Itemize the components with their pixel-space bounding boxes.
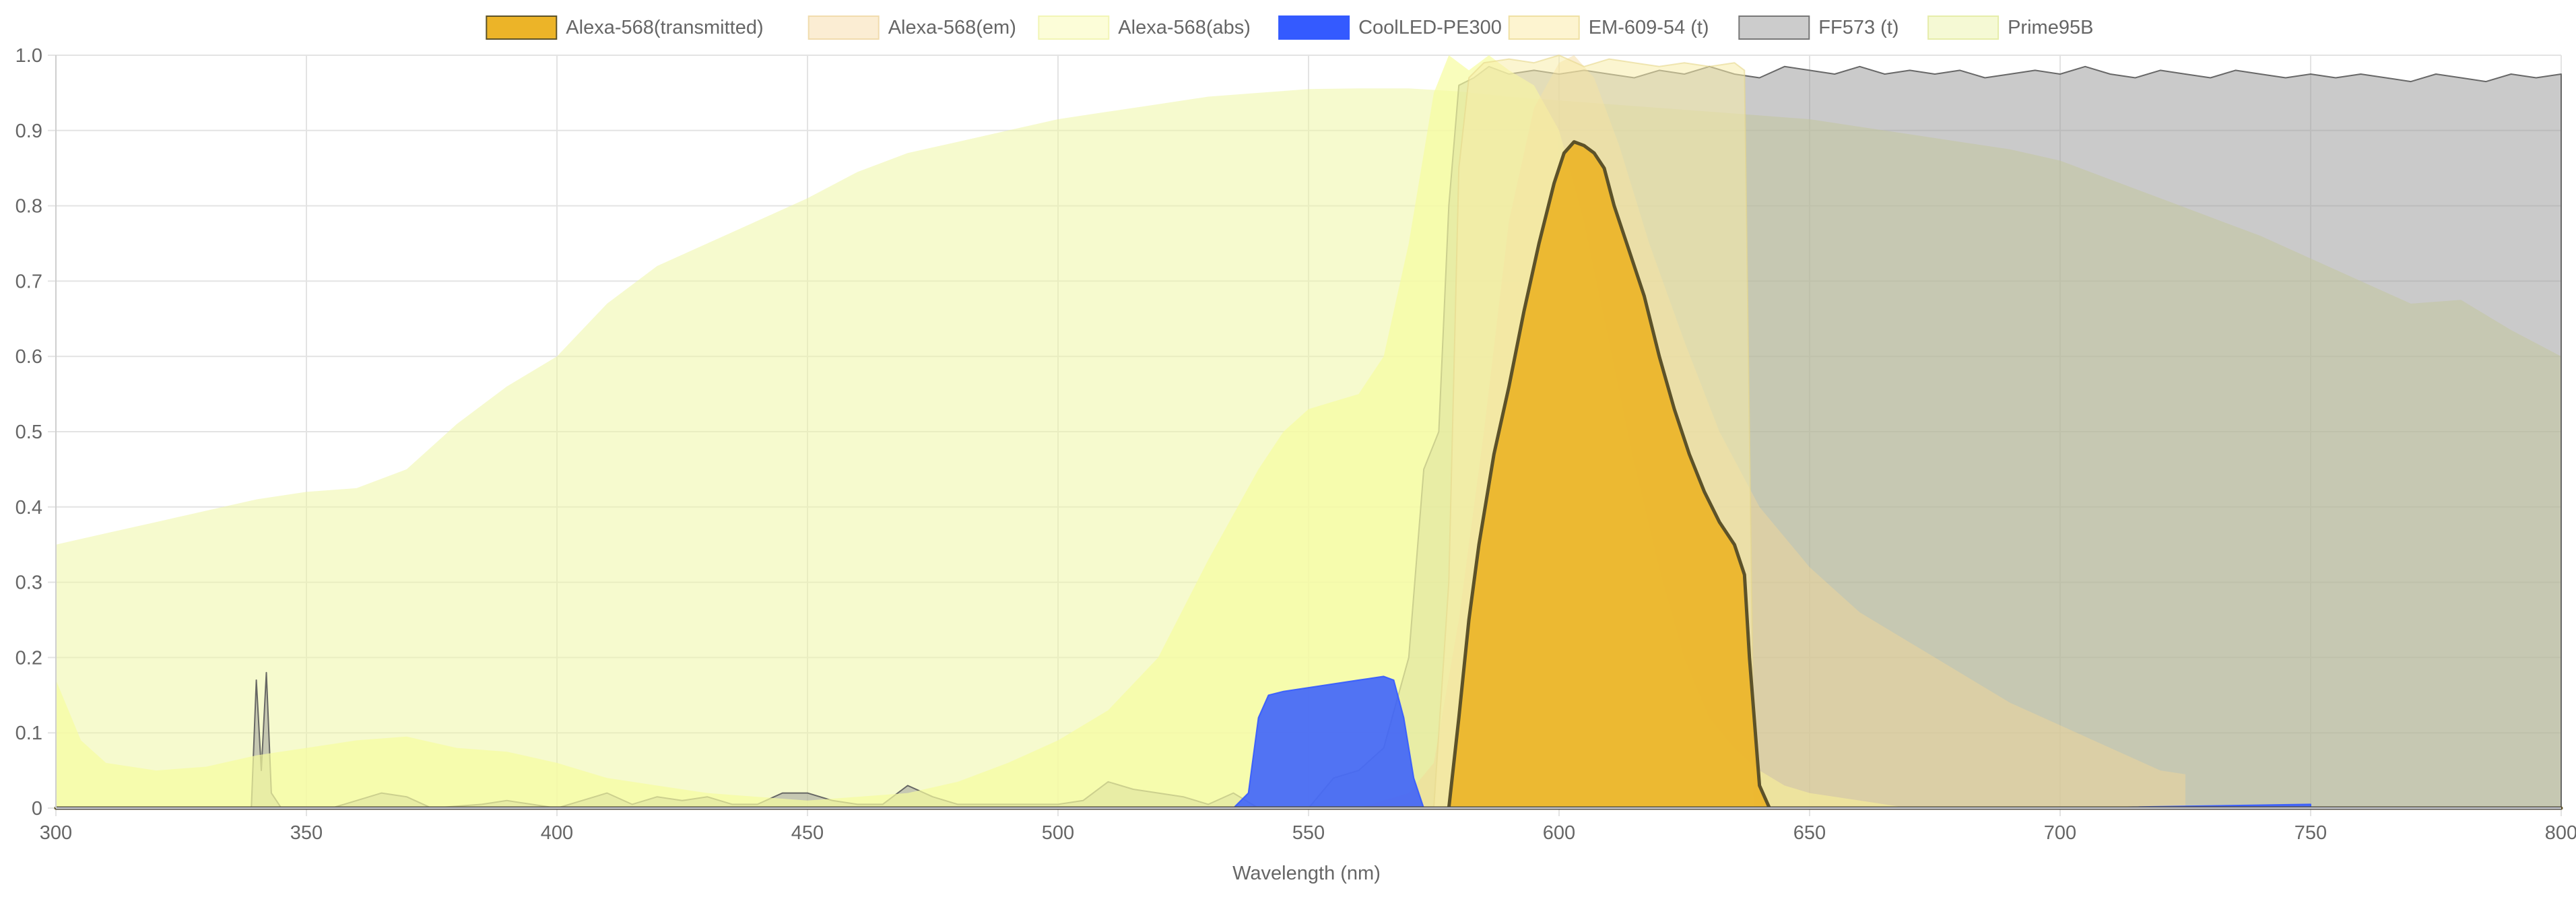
legend-label: CoolLED-PE300 xyxy=(1358,17,1502,38)
legend-item[interactable]: CoolLED-PE300 xyxy=(1278,15,1502,40)
legend[interactable]: Alexa-568(transmitted) Alexa-568(em) Alexa… xyxy=(486,15,2093,40)
legend-label: Alexa-568(abs) xyxy=(1118,17,1251,38)
legend-item[interactable]: Prime95B xyxy=(1927,15,2093,40)
y-tick-label: 0.9 xyxy=(15,121,42,142)
legend-item[interactable]: Alexa-568(abs) xyxy=(1038,15,1251,40)
legend-label: Prime95B xyxy=(2008,17,2093,38)
y-tick-label: 0.3 xyxy=(15,572,42,594)
y-tick-label: 1.0 xyxy=(15,45,42,67)
x-tick-label: 700 xyxy=(2044,822,2076,844)
x-tick-label: 650 xyxy=(1793,822,1826,844)
y-tick-label: 0.4 xyxy=(15,497,42,519)
x-tick-label: 400 xyxy=(541,822,573,844)
legend-label: FF573 (t) xyxy=(1818,17,1898,38)
y-tick-label: 0.5 xyxy=(15,422,42,443)
y-tick-label: 0.1 xyxy=(15,723,42,744)
legend-item[interactable]: Alexa-568(transmitted) xyxy=(486,15,764,40)
series-layer xyxy=(54,55,2563,810)
legend-swatch xyxy=(1738,15,1810,40)
x-tick-label: 600 xyxy=(1543,822,1575,844)
x-tick-label: 550 xyxy=(1292,822,1325,844)
legend-swatch xyxy=(486,15,558,40)
y-tick-label: 0 xyxy=(32,798,42,820)
x-axis-title: Wavelength (nm) xyxy=(1232,863,1381,884)
y-tick-label: 0.2 xyxy=(15,647,42,669)
series-area-alexa-568-transmitted xyxy=(54,140,2563,810)
legend-label: EM-609-54 (t) xyxy=(1589,17,1709,38)
x-tick-label: 450 xyxy=(791,822,824,844)
x-tick-label: 500 xyxy=(1042,822,1074,844)
x-tick-label: 300 xyxy=(40,822,72,844)
axes: 300 350 400 450 500 550 600 650 700 750 800 0 0.1 0.2… xyxy=(15,45,2576,844)
legend-swatch xyxy=(807,15,880,40)
legend-swatch xyxy=(1508,15,1580,40)
y-tick-label: 0.7 xyxy=(15,271,42,292)
y-tick-label: 0.6 xyxy=(15,346,42,368)
x-tick-label: 750 xyxy=(2294,822,2327,844)
x-tick-label: 350 xyxy=(290,822,323,844)
x-tick-label: 800 xyxy=(2545,822,2576,844)
legend-item[interactable]: FF573 (t) xyxy=(1738,15,1899,40)
y-tick-label: 0.8 xyxy=(15,196,42,218)
legend-swatch xyxy=(1038,15,1110,40)
legend-label: Alexa-568(transmitted) xyxy=(566,17,763,38)
legend-item[interactable]: Alexa-568(em) xyxy=(807,15,1016,40)
legend-swatch xyxy=(1278,15,1350,40)
legend-item[interactable]: EM-609-54 (t) xyxy=(1508,15,1709,40)
legend-label: Alexa-568(em) xyxy=(888,17,1016,38)
legend-swatch xyxy=(1927,15,2000,40)
